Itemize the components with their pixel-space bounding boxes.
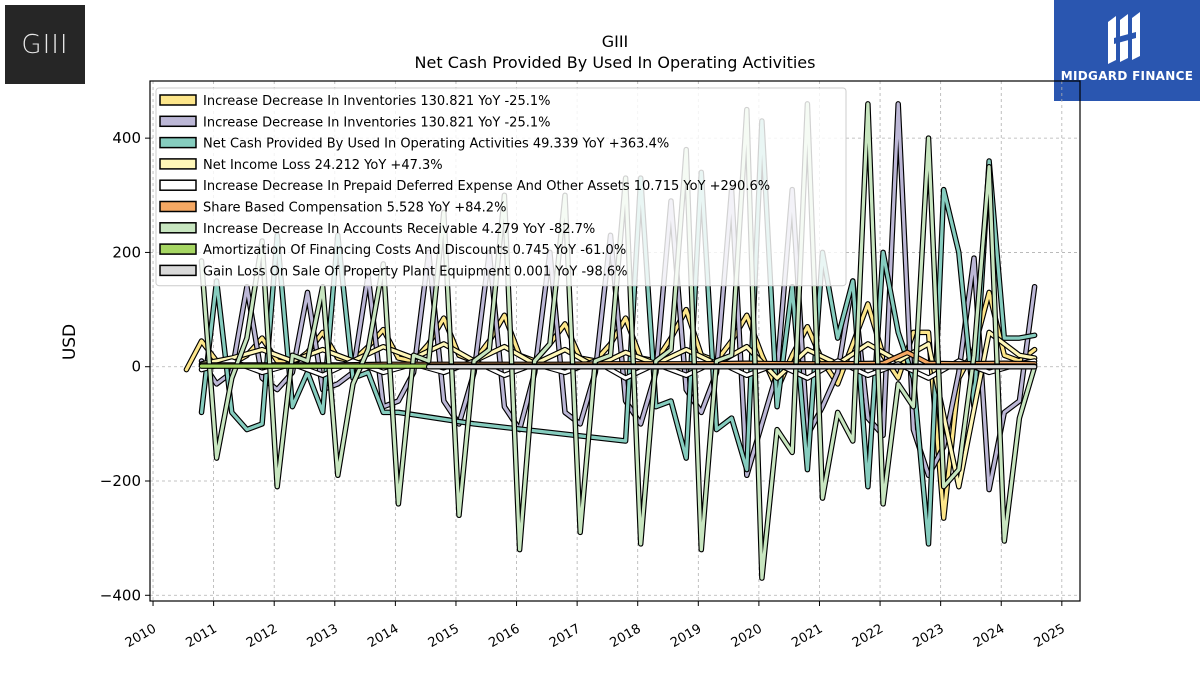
x-tick-label: 2014 [365,621,401,651]
x-tick-label: 2017 [547,621,583,651]
legend: Increase Decrease In Inventories 130.821… [155,87,847,287]
legend-label: Increase Decrease In Inventories 130.821… [203,115,550,130]
legend-entry: Net Income Loss 24.212 YoY +47.3% [159,158,443,173]
legend-label: Amortization Of Financing Costs And Disc… [203,243,626,258]
legend-swatch [159,158,197,170]
x-tick-label: 2023 [910,621,946,651]
giii-logo-text: GIII [21,29,69,60]
legend-swatch [159,94,197,106]
legend-label: Share Based Compensation 5.528 YoY +84.2… [203,201,506,216]
x-tick-label: 2012 [244,621,280,651]
legend-swatch [159,222,197,234]
y-axis-label: USD [60,324,80,360]
legend-label: Net Income Loss 24.212 YoY +47.3% [203,158,443,173]
x-tick-label: 2018 [608,621,644,651]
x-ticks: 2010 2011 2012 2013 2014 2015 2016 2017 2018 2019… [123,601,1068,651]
x-tick-label: 2019 [668,621,704,651]
chart-subtitle: Net Cash Provided By Used In Operating A… [415,53,816,72]
legend-entry: Increase Decrease In Prepaid Deferred Ex… [159,179,770,194]
midgard-mark-icon [1108,12,1140,64]
legend-label: Increase Decrease In Accounts Receivable… [203,222,595,237]
legend-swatch [159,179,197,191]
x-tick-label: 2021 [789,621,825,651]
x-tick-label: 2022 [850,621,886,651]
x-tick-label: 2020 [729,621,765,651]
series-1 [198,101,1038,493]
plot-frame [149,80,1081,602]
legend-swatch [159,200,197,213]
midgard-finance-logo: MIDGARD FINANCE [1054,0,1200,101]
legend-swatch [159,243,197,255]
x-tick-label: 2013 [305,621,341,651]
legend-entry: Share Based Compensation 5.528 YoY +84.2… [159,200,506,216]
y-tick-label: 0 [131,358,141,376]
legend-entry: Net Cash Provided By Used In Operating A… [159,136,669,152]
legend-entry: Increase Decrease In Accounts Receivable… [159,222,595,237]
legend-label: Increase Decrease In Prepaid Deferred Ex… [203,179,770,194]
legend-entry: Increase Decrease In Inventories 130.821… [159,94,550,109]
x-tick-label: 2016 [486,621,522,651]
x-tick-label: 2015 [426,621,462,651]
legend-label: Increase Decrease In Inventories 130.821… [203,94,550,109]
legend-entry: Increase Decrease In Inventories 130.821… [159,115,550,130]
series-line [199,102,1037,492]
legend-swatch [159,264,197,277]
x-tick-label: 2025 [1032,621,1068,651]
giii-logo: GIII [5,5,85,84]
y-tick-label: 200 [112,243,141,261]
x-tick-label: 2011 [183,621,219,651]
midgard-brand-text: MIDGARD FINANCE [1060,69,1194,83]
x-tick-label: 2024 [971,621,1007,651]
legend-entry: Gain Loss On Sale Of Property Plant Equi… [159,264,627,279]
y-ticks: −400 −200 0 200 400 [100,129,150,604]
legend-swatch [159,115,197,128]
legend-label: Gain Loss On Sale Of Property Plant Equi… [203,264,627,279]
chart-title: GIII [602,32,629,51]
y-tick-label: 400 [112,129,141,147]
legend-box [155,87,847,287]
y-tick-label: −200 [100,472,141,490]
legend-swatch [159,136,197,149]
legend-label: Net Cash Provided By Used In Operating A… [203,137,669,152]
legend-entry: Amortization Of Financing Costs And Disc… [159,243,626,258]
y-tick-label: −400 [100,586,141,604]
x-tick-label: 2010 [123,621,159,651]
